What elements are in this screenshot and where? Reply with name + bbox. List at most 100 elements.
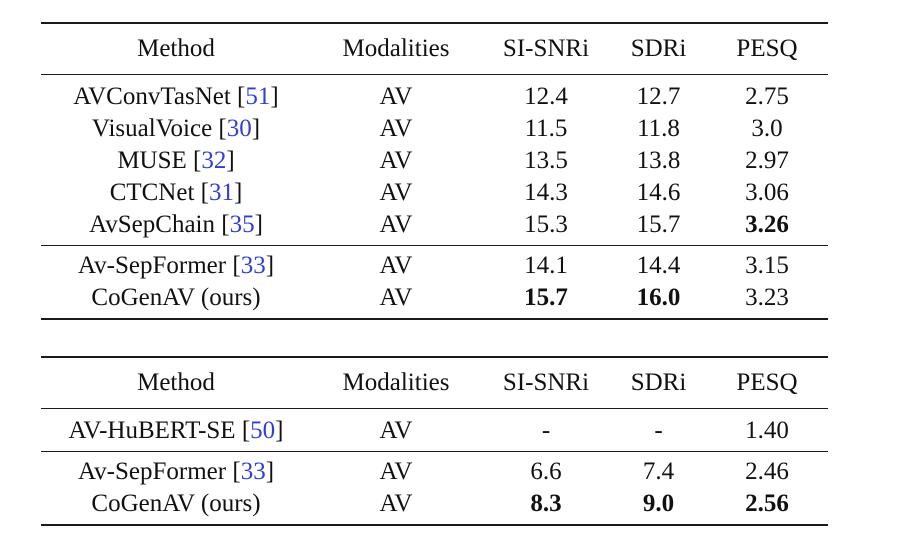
header-sdri: SDRi [630, 35, 687, 62]
header-modalities: Modalities [342, 369, 450, 396]
table-row: CoGenAV (ours) AV 8.3 9.0 2.56 [41, 488, 828, 520]
method-name: CoGenAV (ours) [91, 284, 261, 311]
header-row: Method Modalities SI-SNRi SDRi PESQ [41, 24, 828, 74]
method-cell: CTCNet [31] [109, 179, 243, 206]
table-row: AVConvTasNet [51] AV 12.4 12.7 2.75 [41, 81, 828, 113]
method-name: AvSepChain [89, 211, 215, 238]
method-name: Av-SepFormer [77, 458, 227, 485]
header-si-snri: SI-SNRi [502, 369, 590, 396]
citation-link[interactable]: 33 [240, 252, 266, 279]
header-method: Method [137, 369, 215, 396]
modalities-cell: AV [379, 147, 413, 174]
modalities-cell: AV [379, 417, 413, 444]
method-name: CoGenAV (ours) [91, 490, 261, 517]
sdri-cell: 7.4 [642, 458, 675, 485]
si-snri-cell: 15.3 [524, 211, 568, 238]
si-snri-cell: 12.4 [524, 83, 568, 110]
method-name: CTCNet [109, 179, 195, 206]
modalities-cell: AV [379, 115, 413, 142]
pesq-cell: 2.46 [745, 458, 789, 485]
row-group: AVConvTasNet [51] AV 12.4 12.7 2.75 VisualVoi… [41, 75, 828, 245]
bottom-rule [41, 318, 828, 320]
header-rule [41, 74, 828, 75]
method-cell: MUSE [32] [117, 147, 235, 174]
table-row: CoGenAV (ours) AV 15.7 16.0 3.23 [41, 282, 828, 314]
sdri-cell: 14.6 [636, 179, 681, 206]
results-table-1: Method Modalities SI-SNRi SDRi PESQ AVCo… [41, 22, 828, 320]
citation-link[interactable]: 30 [226, 115, 252, 142]
citation-link[interactable]: 32 [201, 147, 227, 174]
sdri-cell: - [654, 417, 663, 444]
modalities-cell: AV [379, 211, 413, 238]
table-row: VisualVoice [30] AV 11.5 11.8 3.0 [41, 113, 828, 145]
bottom-rule [41, 524, 828, 526]
pesq-cell: 2.97 [745, 147, 789, 174]
method-cell: Av-SepFormer [33] [77, 252, 275, 279]
citation-link[interactable]: 51 [245, 83, 271, 110]
group-rule [41, 451, 828, 452]
si-snri-cell: 14.3 [524, 179, 568, 206]
method-name: VisualVoice [91, 115, 213, 142]
si-snri-cell: 13.5 [524, 147, 568, 174]
pesq-cell: 3.0 [751, 115, 783, 142]
header-modalities: Modalities [342, 35, 450, 62]
table-row: Av-SepFormer [33] AV 6.6 7.4 2.46 [41, 456, 828, 488]
header-pesq: PESQ [736, 369, 798, 396]
method-name: AV-HuBERT-SE [68, 417, 236, 444]
row-group: Av-SepFormer [33] AV 14.1 14.4 3.15 CoGenAV (… [41, 246, 828, 318]
sdri-cell: 15.7 [636, 211, 681, 238]
pesq-cell: 2.56 [745, 490, 789, 517]
method-name: AVConvTasNet [73, 83, 231, 110]
row-group: AV-HuBERT-SE [50] AV - - 1.40 [41, 409, 828, 451]
sdri-cell: 11.8 [637, 115, 680, 142]
method-cell: VisualVoice [30] [91, 115, 261, 142]
table-row: CTCNet [31] AV 14.3 14.6 3.06 [41, 177, 828, 209]
header-sdri: SDRi [630, 369, 687, 396]
pesq-cell: 3.23 [745, 284, 789, 311]
sdri-cell: 9.0 [642, 490, 675, 517]
results-table-2: Method Modalities SI-SNRi SDRi PESQ AV-H… [41, 356, 828, 526]
citation-link[interactable]: 33 [240, 458, 266, 485]
si-snri-cell: 8.3 [530, 490, 562, 517]
method-cell: CoGenAV (ours) [41, 488, 311, 520]
method-cell: AVConvTasNet [51] [73, 83, 279, 110]
group-rule [41, 245, 828, 246]
method-name: Av-SepFormer [77, 252, 227, 279]
method-cell: AvSepChain [35] [89, 211, 263, 238]
header-rule [41, 408, 828, 409]
sdri-cell: 16.0 [636, 284, 681, 311]
method-cell: Av-SepFormer [33] [77, 458, 275, 485]
modalities-cell: AV [379, 284, 413, 311]
table-row: Av-SepFormer [33] AV 14.1 14.4 3.15 [41, 250, 828, 282]
modalities-cell: AV [379, 179, 413, 206]
citation-link[interactable]: 31 [208, 179, 234, 206]
pesq-cell: 1.40 [745, 417, 789, 444]
row-group: Av-SepFormer [33] AV 6.6 7.4 2.46 CoGenAV (ou… [41, 452, 828, 524]
modalities-cell: AV [379, 252, 413, 279]
si-snri-cell: 15.7 [524, 284, 568, 311]
table-row: MUSE [32] AV 13.5 13.8 2.97 [41, 145, 828, 177]
si-snri-cell: 11.5 [524, 115, 568, 142]
sdri-cell: 13.8 [636, 147, 681, 174]
table-row: AV-HuBERT-SE [50] AV - - 1.40 [41, 415, 828, 447]
modalities-cell: AV [379, 490, 413, 517]
top-rule [41, 22, 828, 24]
pesq-cell: 3.26 [745, 211, 789, 238]
header-method: Method [137, 35, 215, 62]
si-snri-cell: - [541, 417, 551, 444]
top-rule [41, 356, 828, 358]
method-cell: CoGenAV (ours) [41, 282, 311, 314]
modalities-cell: AV [379, 458, 413, 485]
citation-link[interactable]: 35 [229, 211, 255, 238]
pesq-cell: 3.06 [745, 179, 789, 206]
sdri-cell: 12.7 [636, 83, 681, 110]
method-name: MUSE [117, 147, 187, 174]
pesq-cell: 3.15 [745, 252, 789, 279]
header-pesq: PESQ [736, 35, 798, 62]
pesq-cell: 2.75 [745, 83, 789, 110]
method-cell: AV-HuBERT-SE [50] [68, 417, 284, 444]
si-snri-cell: 14.1 [524, 252, 568, 279]
header-si-snri: SI-SNRi [502, 35, 590, 62]
table-row: AvSepChain [35] AV 15.3 15.7 3.26 [41, 209, 828, 241]
citation-link[interactable]: 50 [250, 417, 276, 444]
